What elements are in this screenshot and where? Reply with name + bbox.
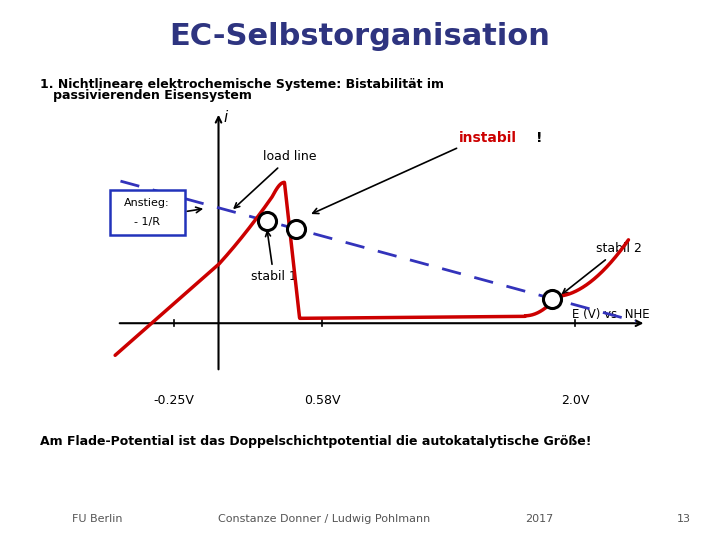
Text: EC-Selbstorganisation: EC-Selbstorganisation xyxy=(170,22,550,51)
Text: stabil 2: stabil 2 xyxy=(562,242,642,294)
Text: Constanze Donner / Ludwig Pohlmann: Constanze Donner / Ludwig Pohlmann xyxy=(218,514,430,524)
Text: E (V) vs. NHE: E (V) vs. NHE xyxy=(572,308,650,321)
Text: !: ! xyxy=(536,131,542,145)
Text: Anstieg:: Anstieg: xyxy=(125,198,170,208)
Text: 2.0V: 2.0V xyxy=(561,394,589,407)
Text: stabil 1: stabil 1 xyxy=(251,231,297,283)
Text: i: i xyxy=(224,110,228,125)
Text: 13: 13 xyxy=(678,514,691,524)
Text: 2017: 2017 xyxy=(526,514,554,524)
FancyBboxPatch shape xyxy=(109,190,184,235)
Text: Am Flade-Potential ist das Doppelschichtpotential die autokatalytische Größe!: Am Flade-Potential ist das Doppelschicht… xyxy=(40,435,591,448)
Text: load line: load line xyxy=(235,151,317,208)
Text: FU Berlin: FU Berlin xyxy=(72,514,122,524)
Text: instabil: instabil xyxy=(459,131,517,145)
Text: -0.25V: -0.25V xyxy=(153,394,194,407)
Text: 0.58V: 0.58V xyxy=(304,394,340,407)
Text: 1. Nichtlineare elektrochemische Systeme: Bistabilität im: 1. Nichtlineare elektrochemische Systeme… xyxy=(40,78,444,91)
Text: passivierenden Eisensystem: passivierenden Eisensystem xyxy=(40,89,251,102)
Text: - 1/R: - 1/R xyxy=(134,217,161,227)
